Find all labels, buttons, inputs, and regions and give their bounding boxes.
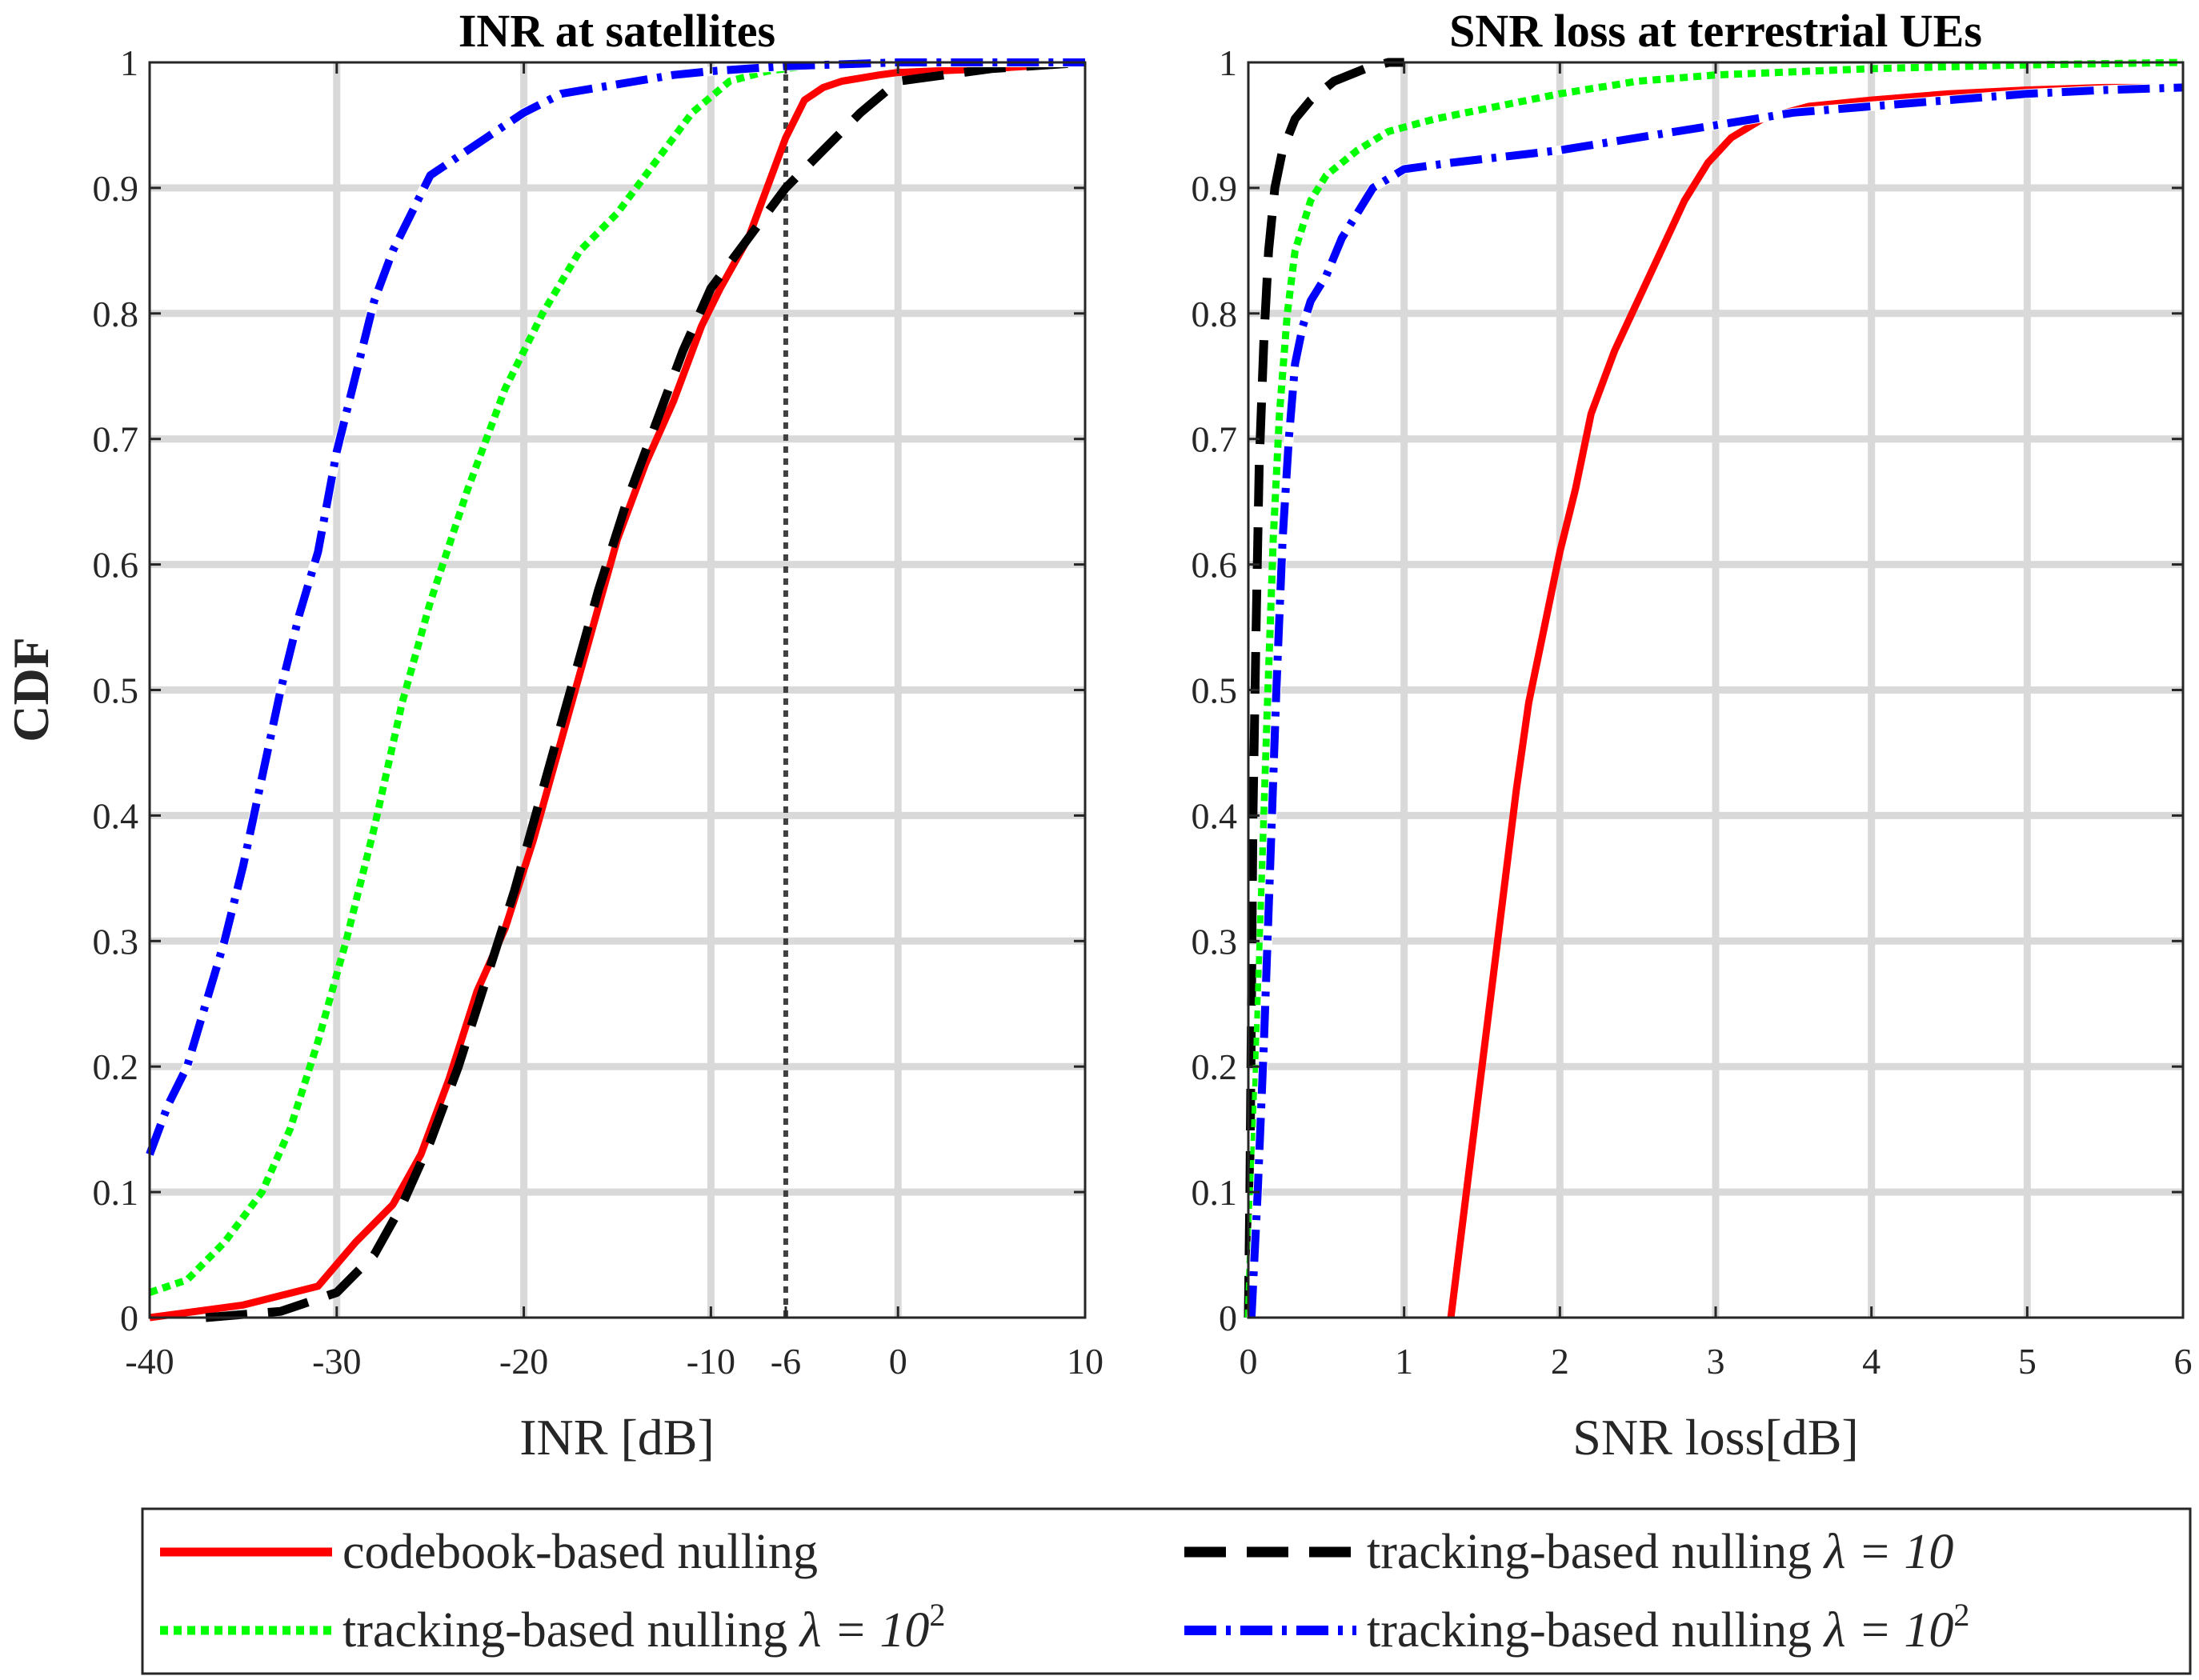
legend-label-track100_blue: tracking-based nulling λ = 102 bbox=[1367, 1597, 1969, 1658]
legend: codebook-based nulling tracking-based nul… bbox=[141, 1507, 2192, 1675]
inr-y-tick-label: 0.2 bbox=[93, 1046, 139, 1087]
snr-y-tick-label: 0.4 bbox=[1192, 795, 1238, 836]
snr-grid bbox=[1248, 62, 2183, 1318]
snr-x-tick-label: 0 bbox=[1240, 1341, 1258, 1382]
snr-x-axis-label: SNR loss[dB] bbox=[1572, 1409, 1858, 1466]
snr-y-tick-label: 0.5 bbox=[1192, 670, 1238, 711]
inr-x-tick-label: 0 bbox=[889, 1341, 907, 1382]
snr-x-tick-label: 4 bbox=[1862, 1341, 1881, 1382]
snr-x-tick-label: 2 bbox=[1551, 1341, 1569, 1382]
inr-x-tick-label: -6 bbox=[771, 1341, 801, 1382]
legend-box bbox=[141, 1507, 2192, 1675]
snr-series bbox=[1244, 58, 2184, 1318]
snr-series-codebook bbox=[1447, 83, 2183, 1318]
snr-y-tick-label: 1 bbox=[1219, 42, 1237, 83]
inr-x-tick-label: -20 bbox=[499, 1341, 548, 1382]
snr-x-tick-label: 6 bbox=[2174, 1341, 2193, 1382]
inr-x-tick-label: -30 bbox=[312, 1341, 361, 1382]
snr-x-tick-label: 1 bbox=[1395, 1341, 1413, 1382]
inr-x-tick-label: -10 bbox=[687, 1341, 735, 1382]
inr-chart-title: INR at satellites bbox=[459, 5, 775, 57]
snr-series-track10 bbox=[1244, 58, 1404, 1318]
snr-y-tick-label: 0.6 bbox=[1192, 545, 1238, 586]
inr-panel: 0 0.1 0.2 0.3 0.4 0.5 0.6 0.7 0.8 0.9 1 -40 -30 -20 -1… bbox=[2, 5, 1104, 1466]
inr-y-tick-label: 0.1 bbox=[93, 1172, 139, 1213]
inr-x-axis-label: INR [dB] bbox=[519, 1409, 715, 1466]
snr-y-tick-label: 0 bbox=[1219, 1298, 1237, 1338]
inr-ticks: 0 0.1 0.2 0.3 0.4 0.5 0.6 0.7 0.8 0.9 1 -40 -30 -20 -1… bbox=[93, 42, 1104, 1382]
snr-chart-title: SNR loss at terrestrial UEs bbox=[1449, 5, 1982, 57]
snr-y-tick-label: 0.1 bbox=[1192, 1172, 1238, 1213]
inr-y-tick-label: 0.4 bbox=[93, 795, 139, 836]
snr-y-tick-label: 0.8 bbox=[1192, 294, 1238, 334]
inr-grid bbox=[150, 62, 1085, 1318]
inr-y-tick-label: 0.5 bbox=[93, 670, 139, 711]
snr-ticks: 0 0.1 0.2 0.3 0.4 0.5 0.6 0.7 0.8 0.9 1 0 1 2 3 4 5 6 bbox=[1192, 42, 2193, 1382]
inr-y-tick-label: 0.9 bbox=[93, 168, 139, 209]
inr-y-tick-label: 0.8 bbox=[93, 294, 139, 334]
snr-x-tick-label: 5 bbox=[2018, 1341, 2037, 1382]
snr-y-tick-label: 0.3 bbox=[1192, 921, 1238, 962]
inr-y-axis-label: CDF bbox=[2, 637, 59, 742]
snr-y-tick-label: 0.9 bbox=[1192, 168, 1238, 209]
inr-y-tick-label: 0.7 bbox=[93, 419, 139, 460]
inr-y-tick-label: 0.6 bbox=[93, 545, 139, 586]
inr-x-tick-label: -40 bbox=[125, 1341, 174, 1382]
legend-label-codebook: codebook-based nulling bbox=[342, 1525, 818, 1579]
inr-y-tick-label: 0.3 bbox=[93, 921, 139, 962]
snr-y-tick-label: 0.7 bbox=[1192, 419, 1238, 460]
snr-panel: 0 0.1 0.2 0.3 0.4 0.5 0.6 0.7 0.8 0.9 1 0 1 2 3 4 5 6 SNR… bbox=[1192, 5, 2193, 1466]
inr-y-tick-label: 1 bbox=[120, 42, 138, 83]
snr-x-tick-label: 3 bbox=[1707, 1341, 1725, 1382]
snr-series-track100_blue bbox=[1247, 83, 2184, 1318]
legend-label-track100_green: tracking-based nulling λ = 102 bbox=[342, 1597, 945, 1658]
snr-series-track100_green bbox=[1244, 58, 2184, 1318]
inr-x-tick-label: 10 bbox=[1067, 1341, 1104, 1382]
legend-label-track10: tracking-based nulling λ = 10 bbox=[1367, 1525, 1953, 1579]
inr-series-track100_green bbox=[148, 58, 899, 1296]
legend-items: codebook-based nulling tracking-based nul… bbox=[160, 1525, 1969, 1658]
snr-y-tick-label: 0.2 bbox=[1192, 1046, 1238, 1087]
inr-series-track10 bbox=[205, 58, 1086, 1322]
inr-y-tick-label: 0 bbox=[120, 1298, 138, 1338]
